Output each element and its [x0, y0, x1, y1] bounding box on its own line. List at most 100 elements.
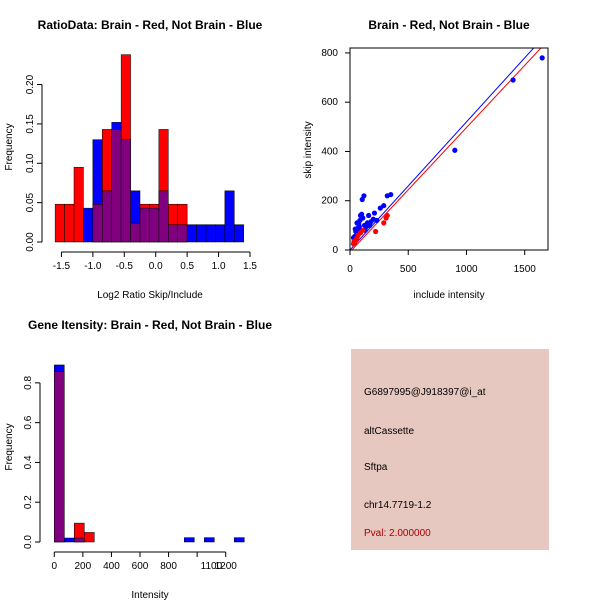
- overlap-histogram-bar: [92, 203, 103, 243]
- brain-fit-line: [351, 48, 542, 250]
- gene-name: Sftpa: [364, 462, 388, 473]
- not-brain-scatter-point: [361, 222, 368, 228]
- not-brain-scatter-point: [357, 212, 364, 219]
- x-tick-label: 0: [347, 264, 353, 275]
- overlap-histogram-bar: [139, 207, 150, 243]
- overlap-histogram-bar: [177, 224, 188, 243]
- not-brain-histogram-bar: [224, 190, 235, 243]
- x-tick-label: -0.5: [116, 261, 134, 272]
- not-brain-scatter-point: [452, 147, 458, 153]
- overlap-histogram-bar: [102, 190, 112, 243]
- not-brain-scatter-point: [359, 196, 365, 203]
- y-tick-label: 0.6: [23, 415, 34, 429]
- not-brain-scatter-point: [371, 210, 378, 216]
- not-brain-scatter-point: [366, 212, 372, 219]
- ratio-histogram-title: RatioData: Brain - Red, Not Brain - Blue: [38, 18, 263, 32]
- x-tick-label: 1.0: [212, 261, 226, 272]
- x-tick-label: 0.5: [180, 261, 194, 272]
- x-tick-label: -1.5: [53, 261, 71, 272]
- pval-text: Pval: 2.000000: [364, 528, 431, 539]
- info-panel-background: [351, 349, 549, 550]
- ratio-histogram-ylabel: Frequency: [4, 123, 15, 170]
- x-tick-label: 1100: [201, 561, 223, 572]
- scatter-xlabel: include intensity: [413, 290, 484, 301]
- x-tick-label: 1500: [514, 264, 537, 275]
- not-brain-scatter-point: [368, 219, 374, 225]
- overlap-histogram-bar: [158, 190, 169, 243]
- not-brain-histogram-bar: [64, 537, 75, 543]
- ratio-histogram-xlabel: Log2 Ratio Skip/Include: [97, 290, 203, 301]
- not-brain-histogram-bar: [184, 537, 195, 543]
- y-tick-label: 0.20: [25, 74, 36, 94]
- scatter-ylabel: skip intensity: [303, 121, 314, 178]
- brain-scatter-point: [354, 235, 360, 241]
- x-tick-label: 1.5: [243, 261, 257, 272]
- not-brain-scatter-point: [377, 205, 383, 211]
- intensity-histogram-panel: Gene Itensity: Brain - Red, Not Brain - …: [4, 318, 272, 600]
- genomic-location: chr14.7719-1.2: [364, 500, 432, 511]
- y-tick-label: 0.05: [25, 192, 36, 212]
- not-brain-scatter-point: [384, 193, 390, 199]
- not-brain-histogram-bar: [186, 224, 197, 243]
- not-brain-histogram-bar: [83, 207, 94, 243]
- y-tick-label: 0.2: [23, 495, 34, 509]
- brain-scatter-point: [383, 215, 389, 221]
- not-brain-histogram-bar: [205, 224, 216, 243]
- not-brain-histogram-bar: [196, 224, 207, 243]
- y-tick-label: 0.8: [23, 375, 34, 389]
- not-brain-histogram-bar: [234, 224, 244, 243]
- x-tick-label: 1200: [215, 561, 238, 572]
- not-brain-histogram-bar: [204, 537, 215, 543]
- y-tick-label: 0.15: [25, 114, 36, 134]
- info-panel: G6897995@J918397@i_at altCassette Sftpa …: [351, 349, 549, 550]
- event-type: altCassette: [364, 426, 414, 437]
- y-tick-label: 0.00: [25, 232, 36, 252]
- x-tick-label: 0: [52, 561, 58, 572]
- x-tick-label: 0.0: [149, 261, 163, 272]
- brain-scatter-point: [350, 241, 357, 247]
- y-tick-label: 600: [321, 97, 338, 108]
- y-tick-label: 800: [321, 48, 338, 59]
- not-brain-scatter-point: [352, 226, 358, 232]
- y-tick-label: 0.4: [23, 455, 34, 469]
- not-brain-scatter-point: [510, 77, 516, 83]
- brain-histogram-bar: [73, 166, 84, 243]
- overlap-histogram-bar: [149, 207, 160, 243]
- ratio-histogram-panel: RatioData: Brain - Red, Not Brain - Blue…: [4, 18, 263, 301]
- overlap-histogram-bar: [111, 129, 122, 243]
- intensity-histogram-ylabel: Frequency: [4, 423, 15, 470]
- brain-histogram-bar: [84, 532, 95, 543]
- x-tick-label: 200: [75, 561, 92, 572]
- not-brain-scatter-point: [354, 220, 360, 226]
- probe-id: G6897995@J918397@i_at: [364, 387, 486, 398]
- x-tick-label: 1000: [455, 264, 478, 275]
- not-brain-histogram-bar: [215, 224, 226, 243]
- scatter-plot-frame: [349, 47, 549, 251]
- brain-scatter-point: [373, 228, 379, 235]
- x-tick-label: 600: [132, 561, 149, 572]
- intensity-histogram-xlabel: Intensity: [131, 590, 168, 600]
- scatter-title: Brain - Red, Not Brain - Blue: [368, 18, 530, 32]
- brain-scatter-point: [381, 220, 387, 226]
- overlap-histogram-bar: [120, 139, 131, 243]
- not-brain-scatter-point: [539, 55, 545, 61]
- overlap-histogram-bar: [54, 371, 65, 543]
- overlap-histogram-bar: [130, 222, 141, 243]
- brain-histogram-bar: [54, 203, 65, 243]
- y-tick-label: 0.10: [25, 153, 36, 173]
- y-tick-label: 400: [321, 146, 338, 157]
- x-tick-label: 500: [400, 264, 417, 275]
- y-tick-label: 0.0: [23, 535, 34, 549]
- overlap-histogram-bar: [168, 224, 178, 243]
- x-tick-label: 800: [160, 561, 177, 572]
- not-brain-fit-line: [350, 48, 535, 250]
- y-tick-label: 0: [332, 245, 338, 256]
- x-tick-label: -1.0: [84, 261, 102, 272]
- brain-histogram-bar: [64, 203, 75, 243]
- y-tick-label: 200: [321, 196, 338, 207]
- x-tick-label: 400: [103, 561, 120, 572]
- not-brain-scatter-point: [374, 217, 380, 224]
- not-brain-histogram-bar: [234, 537, 245, 543]
- overlap-histogram-bar: [74, 537, 85, 543]
